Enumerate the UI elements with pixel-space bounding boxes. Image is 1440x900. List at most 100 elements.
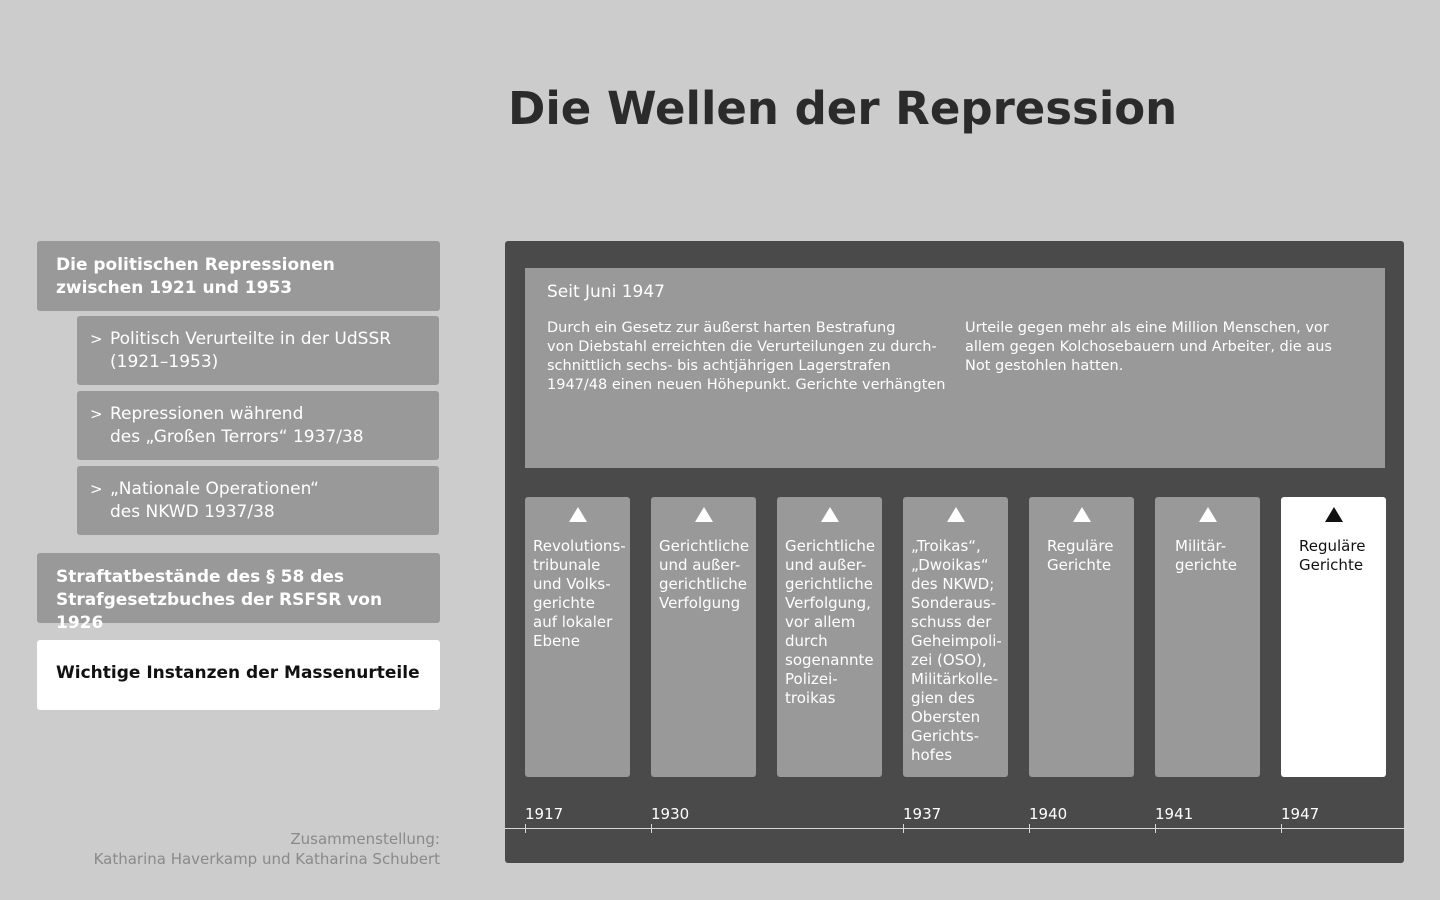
timeline-tick [903,824,904,833]
card-line: Reguläre [1299,537,1366,555]
card-line: Sonderaus- [911,594,997,612]
timeline-tick [651,824,652,833]
nav-subitem-label-line1: „Nationale Operationen“ [110,479,319,499]
card-line: des NKWD; [911,575,995,593]
card-line: auf lokaler [533,613,613,631]
card-line: und außer- [659,556,741,574]
triangle-up-icon [821,507,839,522]
card-line: Gerichte [1047,556,1112,574]
card-line: Revolutions- [533,537,626,555]
detail-text-column-1: Durch ein Gesetz zur äußerst harten Best… [547,319,965,395]
nav-subitem-national-operations[interactable]: > „Nationale Operationen“ des NKWD 1937/… [77,466,439,535]
card-line: gerichte [1175,556,1237,574]
nav-section-mass-sentencing-instances[interactable]: Wichtige Instanzen der Massenurteile [37,640,440,710]
nav-section-political-repressions-line2: zwischen 1921 und 1953 [56,278,293,298]
triangle-up-icon [1325,507,1343,522]
card-line: schuss der [911,613,992,631]
timeline-year: 1940 [1029,805,1068,823]
nav-section-political-repressions[interactable]: Die politischen Repressionen zwischen 19… [37,241,440,311]
timeline-card-1930-troikas[interactable]: Gerichtliche und außer- gerichtliche Ver… [777,497,882,777]
triangle-up-icon [569,507,587,522]
card-line: „Troikas“, [911,537,981,555]
card-line: Ebene [533,632,580,650]
detail-text-line: Not gestohlen hatten. [965,358,1124,374]
nav-section-mass-sentencing-label: Wichtige Instanzen der Massenurteile [56,663,420,683]
credit-line1: Zusammenstellung: [290,830,440,848]
detail-heading: Seit Juni 1947 [547,282,665,302]
card-line: Gerichtliche [659,537,750,555]
timeline-card-1917[interactable]: Revolutions- tribunale und Volks- gerich… [525,497,630,777]
detail-text-column-2: Urteile gegen mehr als eine Million Mens… [965,319,1345,395]
credit: Zusammenstellung: Katharina Haverkamp un… [94,829,440,869]
nav-section-political-repressions-line1: Die politischen Repressionen [56,255,335,275]
triangle-up-icon [947,507,965,522]
nav-subitem-convicted-udssr[interactable]: > Politisch Verurteilte in der UdSSR (19… [77,316,439,385]
detail-text-line: 1947/48 einen neuen Höhepunkt. Gerichte … [547,377,946,393]
card-line: Gerichtliche [785,537,876,555]
timeline-tick [1281,824,1282,833]
triangle-up-icon [1073,507,1091,522]
card-line: Verfolgung [659,594,741,612]
card-line: gerichtliche [785,575,874,593]
timeline-year: 1930 [651,805,690,823]
timeline-tick [1029,824,1030,833]
timeline-card-text: „Troikas“, „Dwoikas“ des NKWD; Sonderaus… [911,537,1004,765]
card-line: gerichte [533,594,595,612]
chevron-right-icon: > [90,480,103,498]
card-line: durch [785,632,828,650]
card-line: troikas [785,689,836,707]
detail-text-line: Durch ein Gesetz zur äußerst harten Best… [547,320,896,336]
timeline-card-text: Gerichtliche und außer- gerichtliche Ver… [659,537,752,613]
timeline-card-text: Revolutions- tribunale und Volks- gerich… [533,537,626,651]
card-line: zei (OSO), [911,651,987,669]
card-line: hofes [911,746,953,764]
timeline-tick [1155,824,1156,833]
timeline-card-text: Reguläre Gerichte [1047,537,1130,575]
nav-section-paragraph-58[interactable]: Straftatbestände des § 58 des Strafgeset… [37,553,440,633]
timeline-card-text: Reguläre Gerichte [1299,537,1382,575]
detail-text-line: Urteile gegen mehr als eine Million Mens… [965,320,1329,336]
triangle-up-icon [695,507,713,522]
timeline-year: 1937 [903,805,942,823]
chevron-right-icon: > [90,330,103,348]
nav-subitem-label-line2: des „Großen Terrors“ 1937/38 [110,427,364,447]
card-line: Reguläre [1047,537,1114,555]
nav-section-paragraph-58-line1: Straftatbestände des § 58 des [56,567,345,587]
detail-box: Seit Juni 1947 Durch ein Gesetz zur äuße… [525,268,1385,468]
detail-text-line: allem gegen Kolchosebauern und Arbeiter,… [965,339,1332,355]
timeline-axis [505,828,1404,829]
card-line: Militärkolle- [911,670,998,688]
timeline-panel: Seit Juni 1947 Durch ein Gesetz zur äuße… [505,241,1404,863]
card-line: Verfolgung, [785,594,871,612]
timeline-card-text: Militär- gerichte [1175,537,1256,575]
card-line: Gerichts- [911,727,980,745]
timeline-year: 1917 [525,805,564,823]
timeline-card-1937[interactable]: „Troikas“, „Dwoikas“ des NKWD; Sonderaus… [903,497,1008,777]
timeline-card-1947[interactable]: Reguläre Gerichte [1281,497,1386,777]
chevron-right-icon: > [90,405,103,423]
card-line: tribunale [533,556,601,574]
triangle-up-icon [1199,507,1217,522]
detail-text-line: schnittlich sechs- bis achtjährigen Lage… [547,358,891,374]
nav-subitem-label-line1: Repressionen während [110,404,304,424]
card-line: gien des [911,689,975,707]
card-line: und Volks- [533,575,611,593]
card-line: gerichtliche [659,575,748,593]
timeline-tick [525,824,526,833]
card-line: vor allem [785,613,856,631]
nav-subitem-label-line1: Politisch Verurteilte in der UdSSR [110,329,392,349]
timeline-card-1941[interactable]: Militär- gerichte [1155,497,1260,777]
timeline-card-text: Gerichtliche und außer- gerichtliche Ver… [785,537,878,708]
timeline-year: 1947 [1281,805,1320,823]
nav-subitem-label-line2: des NKWD 1937/38 [110,502,275,522]
card-line: Militär- [1175,537,1227,555]
page-title: Die Wellen der Repression [508,82,1178,135]
timeline-card-1930[interactable]: Gerichtliche und außer- gerichtliche Ver… [651,497,756,777]
nav-subitem-label-line2: (1921–1953) [110,352,219,372]
timeline-card-1940[interactable]: Reguläre Gerichte [1029,497,1134,777]
card-line: und außer- [785,556,867,574]
card-line: Obersten [911,708,981,726]
nav-subitem-great-terror[interactable]: > Repressionen während des „Großen Terro… [77,391,439,460]
card-line: Gerichte [1299,556,1364,574]
timeline-year: 1941 [1155,805,1194,823]
